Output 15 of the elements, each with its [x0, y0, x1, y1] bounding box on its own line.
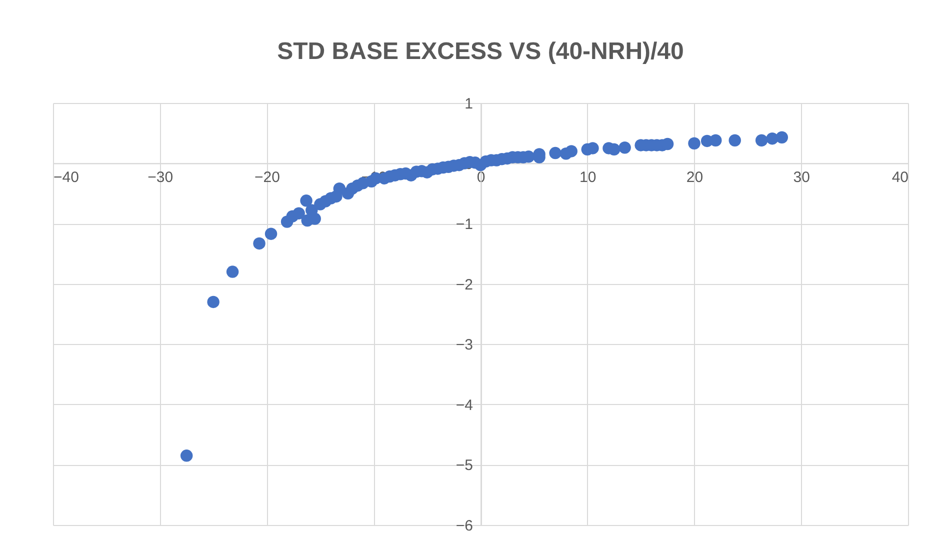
x-tick-label: −30: [148, 168, 174, 186]
y-tick-label: −5: [456, 457, 473, 474]
y-tick-label: −4: [456, 396, 473, 414]
chart-title: STD BASE EXCESS VS (40-NRH)/40: [277, 38, 684, 65]
x-tick-label: −40: [54, 168, 79, 186]
x-tick-label: −20: [254, 168, 280, 186]
x-tick-label: 30: [793, 168, 810, 186]
y-tick-label: −1: [456, 216, 473, 234]
x-tick-label: 40: [892, 168, 908, 186]
x-tick-label: 20: [686, 168, 704, 186]
y-tick-label: −3: [456, 336, 473, 354]
x-tick-label: 10: [580, 168, 596, 186]
y-tick-label: −2: [456, 276, 473, 294]
y-tick-label: −6: [456, 518, 473, 534]
y-tick-label: 1: [464, 96, 473, 112]
